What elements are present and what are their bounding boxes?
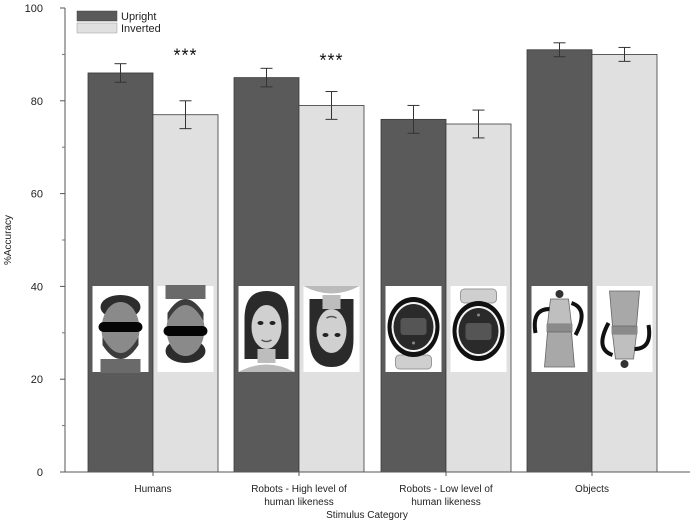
robot-sensor: [477, 313, 480, 317]
x-tick-label-line: Objects: [575, 484, 609, 495]
stimulus-image-3-upright: [531, 286, 588, 372]
x-axis-title: Stimulus Category: [326, 510, 408, 521]
robot-screen: [465, 323, 492, 340]
y-axis-title: %Accuracy: [3, 215, 14, 265]
bar-upright-3: [526, 49, 593, 473]
robot-sensor: [412, 341, 415, 345]
x-tick-label-line: Robots - Low level of: [399, 484, 493, 495]
pot-bottom: [609, 290, 640, 327]
face-shape: [316, 309, 347, 353]
pot-waist: [611, 326, 638, 334]
y-tick-label-80: 80: [31, 96, 43, 108]
eye-left: [257, 321, 264, 325]
x-tick-label-line: Humans: [134, 484, 171, 495]
stimulus-image-1-upright: [238, 286, 295, 372]
coffee-pot-inverted-icon: [600, 290, 652, 368]
error-bar-upright-2: [407, 104, 420, 134]
x-tick-label-line: Robots - High level of: [251, 484, 347, 495]
android-face-inverted-icon: [303, 286, 360, 367]
neck-shape: [165, 285, 206, 299]
neck-shape: [100, 359, 141, 373]
x-tick-label-line: human likeness: [411, 497, 480, 508]
mouth: [326, 315, 337, 319]
eye-right: [269, 321, 276, 325]
stimulus-image-0-upright: [92, 286, 149, 373]
pot-spout: [634, 324, 652, 351]
y-tick-label-60: 60: [31, 189, 43, 201]
eye-left: [334, 333, 341, 337]
pot-top: [547, 298, 572, 325]
error-bar-inverted-0: [179, 100, 192, 130]
legend-swatch-inverted: [76, 22, 118, 34]
error-bar-inverted-2: [472, 109, 485, 139]
x-tick-label-2: Robots - Low level of human likeness: [399, 484, 493, 508]
robot-base: [395, 354, 432, 370]
pot-handle: [570, 301, 584, 336]
robot-screen: [400, 318, 427, 335]
x-tick-label-line: human likeness: [264, 497, 333, 508]
pot-spout: [532, 307, 550, 334]
face-with-eye-bar-icon: [98, 295, 143, 373]
y-tick-label-0: 0: [37, 467, 43, 479]
robot-base: [460, 288, 497, 304]
pot-bottom: [544, 331, 575, 368]
axes-layer: 0 20 40 60 80 100 Humans Robots - High level of…: [25, 3, 690, 508]
y-tick-label-100: 100: [25, 3, 43, 15]
y-tick-label-20: 20: [31, 374, 43, 386]
stimulus-images-layer: [92, 285, 653, 373]
legend-label-upright: Upright: [121, 11, 156, 23]
stimulus-image-2-inverted: [450, 286, 507, 372]
android-face-icon: [238, 291, 295, 372]
beard-shape: [167, 299, 204, 321]
pot-top: [612, 333, 637, 360]
stimulus-image-1-inverted: [303, 286, 360, 372]
legend: Upright Inverted: [76, 10, 161, 35]
pot-handle: [600, 322, 614, 357]
error-bar-inverted-1: [325, 91, 338, 120]
x-tick-label-0: Humans: [134, 484, 171, 495]
significance-marker-1: ***: [319, 50, 343, 70]
beard-shape: [102, 337, 139, 359]
shoulders-shape: [238, 364, 295, 372]
pot-waist: [546, 324, 573, 332]
bar-inverted-3: [591, 54, 658, 473]
pot-knob: [555, 290, 564, 298]
significance-marker-0: ***: [173, 46, 197, 66]
round-screen-robot-icon: [387, 297, 440, 370]
legend-swatch-upright: [76, 10, 118, 22]
x-tick-label-1: Robots - High level of human likeness: [251, 484, 347, 508]
y-tick-label-40: 40: [31, 281, 43, 293]
error-bar-upright-3: [553, 42, 566, 58]
pot-knob: [620, 360, 629, 368]
error-bar-inverted-3: [618, 46, 631, 62]
bar-upright-0: [87, 72, 154, 473]
error-bar-upright-0: [114, 63, 127, 83]
bars-layer: *** ***: [87, 42, 658, 473]
eye-bar: [163, 326, 208, 336]
error-bar-upright-1: [260, 67, 273, 88]
bar-upright-1: [233, 77, 300, 473]
face-shape: [251, 305, 282, 349]
mouth: [261, 339, 272, 343]
shoulders-shape: [303, 286, 360, 294]
face-with-eye-bar-inverted-icon: [163, 285, 208, 363]
round-screen-robot-inverted-icon: [452, 288, 505, 361]
eye-bar: [98, 322, 143, 332]
stimulus-image-0-inverted: [157, 285, 214, 372]
x-tick-label-3: Objects: [575, 484, 609, 495]
legend-label-inverted: Inverted: [121, 23, 161, 35]
stimulus-image-2-upright: [385, 286, 442, 372]
coffee-pot-icon: [532, 290, 584, 368]
eye-right: [322, 333, 329, 337]
stimulus-image-3-inverted: [596, 286, 653, 372]
neck-shape: [257, 349, 276, 363]
neck-shape: [322, 295, 341, 309]
